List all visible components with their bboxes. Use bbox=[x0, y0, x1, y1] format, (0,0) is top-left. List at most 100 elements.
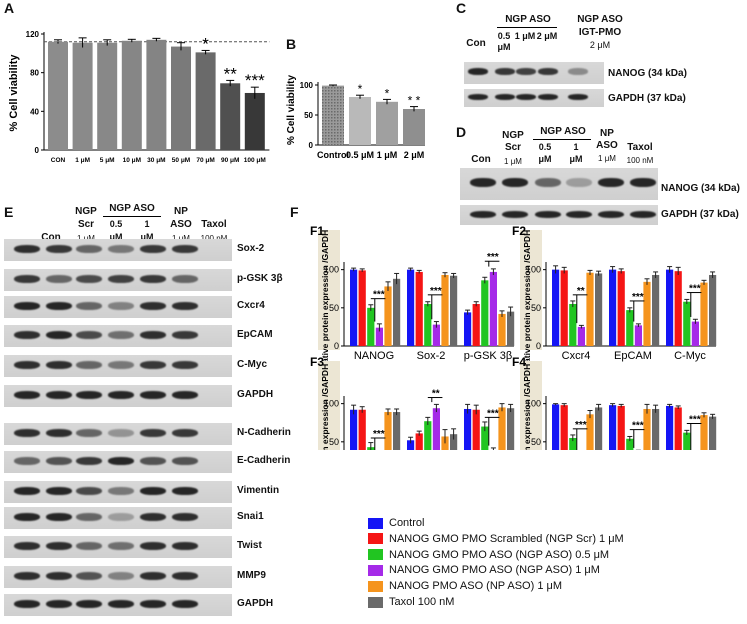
panel-c-gapdh-band-2 bbox=[516, 94, 536, 100]
panel-e-row-label-0: Sox-2 bbox=[237, 243, 265, 254]
panel-f-bar-3-1-4 bbox=[643, 408, 651, 450]
legend-label-3: NANOG GMO PMO ASO (NGP ASO) 1 μM bbox=[389, 564, 600, 577]
panel-a-bar-3 bbox=[121, 40, 142, 151]
panel-f-bar-3-0-0 bbox=[552, 404, 560, 450]
panel-e-band-9-2 bbox=[76, 513, 102, 521]
panel-f-star-2-1: ** bbox=[432, 389, 440, 400]
panel-e-band-8-3 bbox=[108, 487, 134, 495]
panel-f-ylabel-bg-1 bbox=[520, 230, 542, 350]
panel-e-band-2-3 bbox=[108, 302, 134, 310]
panel-f-bar-0-0-5 bbox=[393, 278, 401, 346]
panel-b-star-1: * bbox=[358, 82, 363, 96]
panel-f-ylabel-bg-3 bbox=[520, 361, 542, 450]
panel-d-header-taxol: Taxol bbox=[627, 142, 653, 153]
panel-e-band-3-5 bbox=[172, 331, 198, 339]
panel-f-bar-2-1-0 bbox=[407, 440, 415, 450]
panel-c-header-con: Con bbox=[466, 38, 486, 49]
panel-f-star-2-2: *** bbox=[487, 408, 499, 419]
panel-e-row-label-5: GAPDH bbox=[237, 389, 274, 400]
panel-f-bar-2-1-1 bbox=[415, 433, 423, 450]
panel-f-bar-0-0-3 bbox=[375, 327, 383, 346]
panel-f-bar-2-0-5 bbox=[393, 412, 401, 450]
legend-item-5: Taxol 100 nM bbox=[368, 596, 454, 609]
panel-f-bar-2-0-1 bbox=[358, 409, 366, 450]
panel-f-ytick-label-2-1: 50 bbox=[329, 437, 339, 447]
panel-e-header-0p5: 0.5 bbox=[109, 219, 123, 229]
panel-e-band-3-4 bbox=[140, 331, 166, 339]
panel-d-nanog-band-2 bbox=[535, 178, 561, 187]
panel-f-bar-1-0-3 bbox=[577, 326, 585, 346]
panel-a-xtick-2: 5 μM bbox=[100, 157, 115, 164]
panel-c-header-ngpaso2: NGP ASO bbox=[577, 14, 623, 25]
panel-e-band-1-2 bbox=[76, 275, 102, 283]
panel-f-star-0-2: *** bbox=[487, 252, 499, 263]
panel-c-header-1: 1 μM bbox=[514, 31, 536, 41]
panel-e-band-1-5 bbox=[172, 275, 198, 283]
panel-d-row-nanog: NANOG (34 kDa) bbox=[661, 183, 740, 194]
panel-f-xtick-1-0: Cxcr4 bbox=[562, 350, 591, 362]
panel-a-bar-0 bbox=[48, 41, 68, 150]
panel-e-band-8-5 bbox=[172, 487, 198, 495]
panel-a-star-6: * bbox=[202, 34, 209, 53]
panel-c-row-nanog: NANOG (34 kDa) bbox=[608, 68, 687, 79]
panel-f-bar-0-2-5 bbox=[507, 311, 515, 346]
panel-e-row-label-3: EpCAM bbox=[237, 329, 273, 340]
panel-e-band-1-3 bbox=[108, 275, 134, 283]
panel-e-row-label-2: Cxcr4 bbox=[237, 300, 265, 311]
panel-e-band-8-0 bbox=[14, 487, 40, 495]
legend-swatch-4 bbox=[368, 580, 383, 592]
panel-f-star-2-0: *** bbox=[373, 429, 385, 440]
panel-f-charts: Relative protein expression /GAPDHF10501… bbox=[310, 224, 717, 450]
panel-f-bar-1-2-0 bbox=[666, 269, 674, 346]
panel-d-header-0p5: 0.5 bbox=[538, 142, 552, 152]
panel-d-header-1: 1 bbox=[573, 142, 579, 152]
panel-e-band-2-0 bbox=[14, 302, 40, 310]
panel-a-chart: 0 40 80 120 % Cell viability CON 1 μM 5 μM 10 μM… bbox=[8, 30, 270, 164]
panel-d-row-gapdh: GAPDH (37 kDa) bbox=[661, 209, 739, 220]
panel-e-band-5-4 bbox=[140, 391, 166, 399]
panel-e-header-1: 1 bbox=[144, 219, 150, 229]
panel-e-band-4-1 bbox=[46, 361, 72, 369]
panel-e-band-7-5 bbox=[172, 457, 198, 465]
panel-d-nanog-band-4 bbox=[598, 178, 624, 187]
panel-c-row-gapdh: GAPDH (37 kDa) bbox=[608, 93, 686, 104]
panel-f-star-3-1: *** bbox=[632, 421, 644, 432]
panel-e-band-12-5 bbox=[172, 600, 198, 608]
panel-e-row-label-6: N-Cadherin bbox=[237, 427, 291, 438]
panel-f-bar-0-2-0 bbox=[464, 312, 472, 346]
panel-e-row-label-12: GAPDH bbox=[237, 598, 274, 609]
panel-e-label: E bbox=[4, 204, 14, 220]
panel-b-xtick-1: 0.5 μM bbox=[346, 150, 374, 160]
panel-a-ytick-label-1: 40 bbox=[30, 107, 39, 116]
panel-f-star-0-1: *** bbox=[430, 286, 442, 297]
panel-e-header-aso: ASO bbox=[170, 219, 192, 230]
panel-e-band-3-1 bbox=[46, 331, 72, 339]
panel-f-bar-3-0-5 bbox=[595, 407, 603, 450]
panel-e-band-11-5 bbox=[172, 572, 198, 580]
panel-e-band-2-5 bbox=[172, 302, 198, 310]
panel-e-band-10-3 bbox=[108, 542, 134, 550]
panel-d-nanog-band-5 bbox=[630, 178, 656, 187]
legend-label-1: NANOG GMO PMO Scrambled (NGP Scr) 1 μM bbox=[389, 532, 624, 545]
panel-e-band-5-1 bbox=[46, 391, 72, 399]
panel-b-bar-2 bbox=[376, 101, 398, 145]
panel-e-band-3-2 bbox=[76, 331, 102, 339]
panel-f-xtick-1-1: EpCAM bbox=[614, 350, 652, 362]
panel-f-sublabel-2: F3 bbox=[310, 355, 324, 369]
panel-c-nanog-band-2 bbox=[516, 68, 536, 75]
legend-item-4: NANOG PMO ASO (NP ASO) 1 μM bbox=[368, 580, 562, 593]
panel-e-band-2-4 bbox=[140, 302, 166, 310]
panel-f-bar-0-1-5 bbox=[450, 275, 458, 346]
panel-f-bar-3-0-2 bbox=[569, 438, 577, 450]
panel-f-bar-1-1-0 bbox=[609, 269, 617, 346]
panel-f-ytick-label-1-0: 0 bbox=[536, 341, 541, 351]
panel-e-header-ngp: NGP bbox=[75, 206, 97, 217]
panel-a-star-8: *** bbox=[245, 71, 265, 90]
panel-e-band-0-3 bbox=[108, 245, 134, 253]
panel-c-gapdh-band-3 bbox=[538, 94, 558, 100]
panel-f-bar-0-2-2 bbox=[481, 280, 489, 346]
panel-f-ylabel-bg-0 bbox=[318, 230, 340, 350]
panel-f-ytick-label-1-1: 50 bbox=[531, 303, 541, 313]
panel-e-band-7-1 bbox=[46, 457, 72, 465]
panel-a-xtick-4: 30 μM bbox=[147, 157, 165, 164]
